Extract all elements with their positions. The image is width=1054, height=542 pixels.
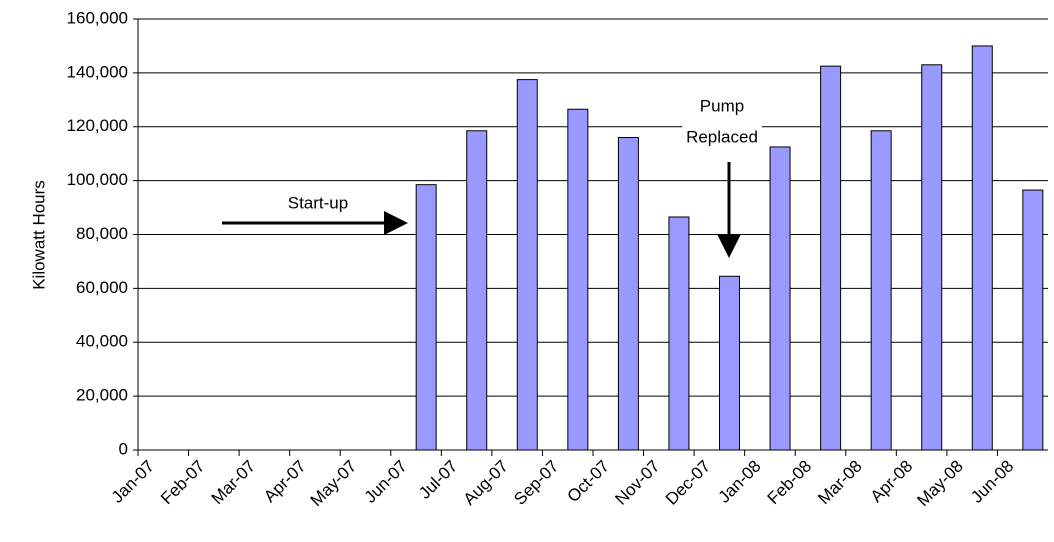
y-axis-label: Kilowatt Hours [29,180,48,290]
y-tick-label: 160,000 [67,8,128,27]
bar [921,64,943,451]
y-tick-label: 0 [119,439,128,458]
x-tick-label: Jun-07 [361,457,411,507]
x-tick-label: Jan-08 [714,457,764,507]
annotation: Start-up [288,193,348,212]
bar [617,137,639,451]
bar [971,45,993,451]
annotation: Pump [700,96,744,115]
bar [567,108,589,451]
annotation-bg [682,125,762,149]
y-tick-label: 40,000 [76,332,128,351]
bar [516,79,538,451]
bar [719,275,740,451]
x-tick-label: Mar-07 [208,457,260,509]
y-tick-label: 100,000 [67,170,128,189]
x-tick-label: May-07 [307,457,361,511]
x-tick-label: Dec-07 [662,457,714,509]
y-tick-label: 80,000 [76,224,128,243]
bar [870,130,892,451]
y-tick-label: 60,000 [76,278,128,297]
bar [1022,189,1044,451]
x-tick-label: Apr-07 [260,457,310,507]
y-tick-label: 20,000 [76,386,128,405]
bar [820,65,842,451]
annotation: Replaced [686,127,758,146]
bar [668,216,690,451]
annotation-bg [695,94,749,118]
bar [415,184,437,451]
bar [769,146,791,451]
x-tick-label: Nov-07 [611,457,663,509]
x-tick-label: Feb-07 [157,457,209,509]
y-tick-label: 140,000 [67,62,128,81]
x-tick-label: Jan-07 [108,457,158,507]
bar [466,130,488,451]
x-tick-label: May-08 [913,457,967,511]
x-tick-label: Feb-08 [764,457,816,509]
x-tick-label: Jul-07 [415,457,461,503]
x-tick-label: Sep-07 [510,457,562,509]
x-tick-label: Aug-07 [460,457,512,509]
x-tick-label: Mar-08 [814,457,866,509]
x-tick-label: Oct-07 [563,457,613,507]
y-tick-label: 120,000 [67,116,128,135]
x-tick-label: Apr-08 [867,457,917,507]
x-tick-label: Jun-08 [967,457,1017,507]
